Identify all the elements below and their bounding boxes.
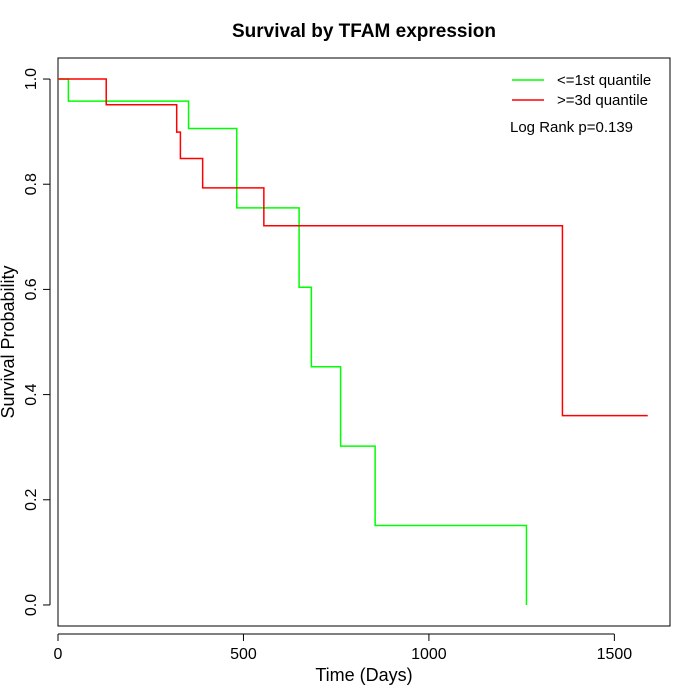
y-tick-label: 0.4 bbox=[23, 383, 40, 405]
y-axis-label: Survival Probability bbox=[0, 265, 18, 418]
legend-label-low: <=1st quantile bbox=[557, 72, 651, 89]
plot-frame bbox=[57, 57, 671, 627]
series-line-low bbox=[58, 78, 528, 605]
y-tick-label: 0.2 bbox=[23, 489, 40, 511]
x-tick-label: 1500 bbox=[597, 646, 633, 663]
x-tick-label: 0 bbox=[54, 646, 63, 663]
x-axis-label: Time (Days) bbox=[315, 665, 412, 685]
x-tick-label: 500 bbox=[230, 646, 257, 663]
y-tick-label: 0.0 bbox=[23, 594, 40, 616]
series-layer bbox=[58, 78, 648, 605]
y-tick-label: 0.8 bbox=[23, 173, 40, 195]
series-line-high bbox=[58, 78, 648, 417]
y-tick-label: 0.6 bbox=[23, 278, 40, 300]
x-tick-label: 1000 bbox=[411, 646, 447, 663]
y-axis: 0.0 0.2 0.4 0.6 0.8 1.0 bbox=[23, 68, 51, 616]
chart-title: Survival by TFAM expression bbox=[232, 21, 496, 42]
y-tick-label: 1.0 bbox=[23, 68, 40, 90]
x-axis: 0 500 1000 1500 bbox=[54, 633, 633, 663]
legend: <=1st quantile >=3d quantile Log Rank p=… bbox=[510, 72, 651, 136]
legend-label-high: >=3d quantile bbox=[557, 92, 648, 109]
log-rank-annotation: Log Rank p=0.139 bbox=[510, 119, 633, 136]
